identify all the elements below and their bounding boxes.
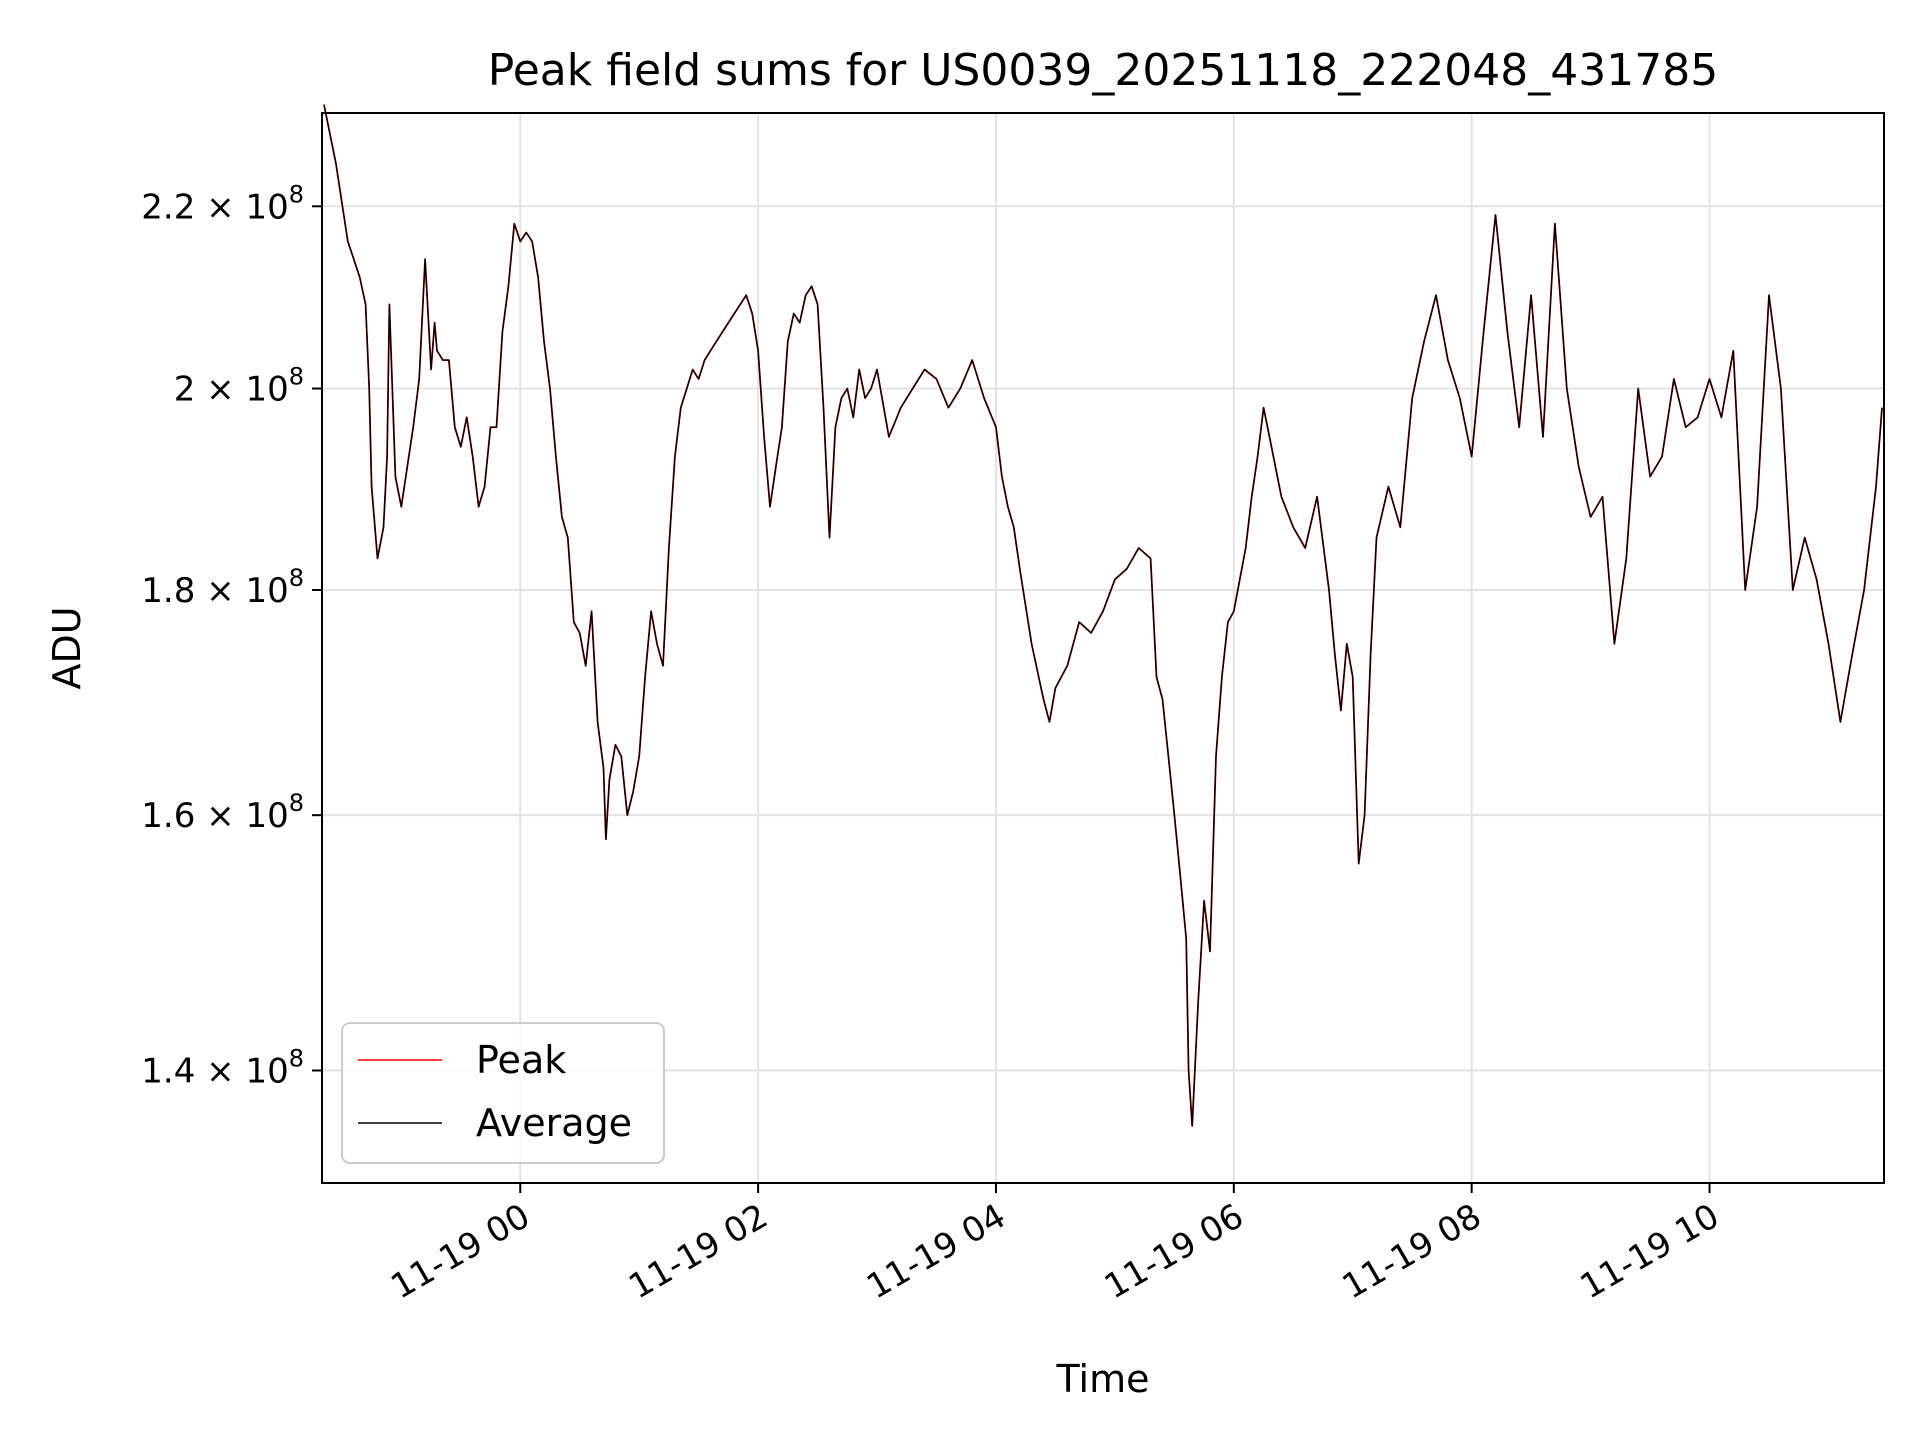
y-tick-label: 1.4 × 108: [141, 1044, 304, 1091]
legend-average-label: Average: [476, 1101, 632, 1145]
x-axis-label: Time: [1056, 1357, 1150, 1401]
legend-peak-label: Peak: [476, 1038, 566, 1082]
y-axis: 1.4 × 108 1.6 × 108 1.8 × 108 2 × 108 2.2 × …: [141, 180, 322, 1091]
y-tick-label: 2.2 × 108: [141, 180, 304, 227]
chart-title: Peak field sums for US0039_20251118_2220…: [488, 45, 1718, 96]
y-tick-label: 2 × 108: [174, 363, 304, 410]
y-axis-label: ADU: [45, 606, 89, 689]
y-tick-label: 1.6 × 108: [141, 789, 304, 836]
y-tick-label: 1.8 × 108: [141, 564, 304, 611]
plot-frame: [321, 112, 1885, 1184]
legend-box: [341, 1022, 665, 1164]
grid: [322, 113, 1884, 1183]
series-group: [323, 104, 1883, 1127]
legend: Peak Average: [341, 1022, 665, 1164]
average-series-line: [323, 104, 1883, 1127]
